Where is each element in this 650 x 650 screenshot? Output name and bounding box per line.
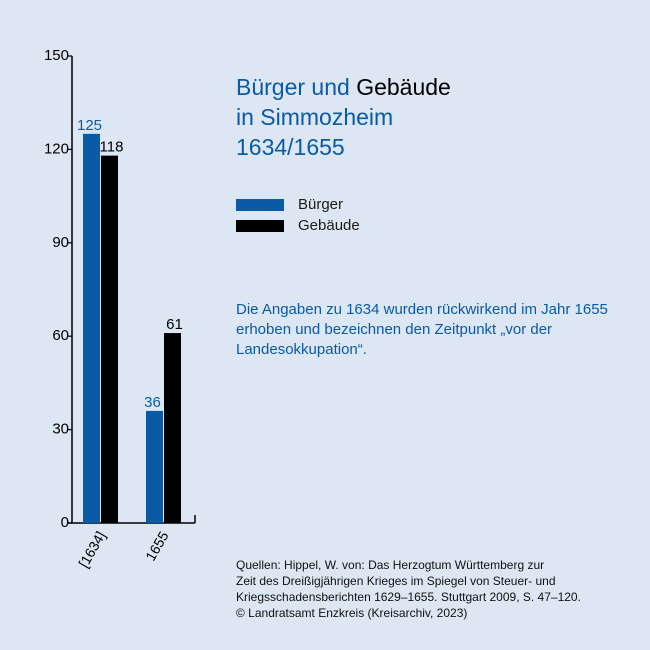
- bar: [101, 155, 118, 524]
- chart-bars: [83, 133, 181, 524]
- legend-swatch-buerger: [236, 198, 284, 211]
- x-axis-labels: [1634] 1655: [75, 528, 171, 570]
- title-line-1: Bürger und Gebäude: [236, 72, 451, 102]
- x-tick-label: 1655: [142, 528, 172, 563]
- chart-title: Bürger und Gebäude in Simmozheim 1634/16…: [236, 72, 451, 162]
- source-line: Kriegsschadensberichten 1629–1655. Stutt…: [236, 590, 581, 604]
- y-axis-ticks: 0 30 60 90 120 150: [44, 47, 72, 531]
- y-tick-label: 30: [52, 421, 69, 438]
- source-line: Zeit des Dreißigjährigen Krieges im Spie…: [236, 574, 556, 588]
- y-tick-label: 90: [52, 234, 69, 251]
- chart-note: Die Angaben zu 1634 wurden rückwirkend i…: [236, 301, 608, 358]
- legend: Bürger Gebäude: [236, 194, 360, 236]
- title-line-2: in Simmozheim: [236, 104, 394, 130]
- data-label: 125: [77, 117, 102, 134]
- source-line: Quellen: Hippel, W. von: Das Herzogtum W…: [236, 558, 545, 572]
- title-line-3: 1634/1655: [236, 134, 345, 160]
- legend-swatch-gebaeude: [236, 219, 284, 232]
- y-tick-label: 150: [44, 47, 69, 64]
- bar: [83, 133, 100, 524]
- bar: [146, 410, 163, 523]
- y-tick-label: 60: [52, 327, 69, 344]
- legend-label-gebaeude: Gebäude: [298, 217, 360, 234]
- y-tick-label: 120: [44, 140, 69, 157]
- legend-item-gebaeude: Gebäude: [236, 215, 360, 236]
- sources-block: Quellen: Hippel, W. von: Das Herzogtum W…: [236, 557, 636, 621]
- copyright-line: © Landratsamt Enzkreis (Kreisarchiv, 202…: [236, 606, 468, 620]
- title-buerger: Bürger und: [236, 74, 357, 100]
- data-label: 61: [166, 316, 183, 333]
- data-labels: 125 118 36 61: [77, 117, 183, 411]
- title-gebaeude: Gebäude: [356, 74, 451, 100]
- data-label: 36: [144, 394, 161, 411]
- x-tick-label: [1634]: [75, 529, 108, 571]
- bar: [164, 333, 181, 523]
- legend-item-buerger: Bürger: [236, 194, 360, 215]
- data-label: 118: [100, 139, 124, 156]
- legend-label-buerger: Bürger: [298, 196, 344, 213]
- y-tick-label: 0: [61, 514, 69, 531]
